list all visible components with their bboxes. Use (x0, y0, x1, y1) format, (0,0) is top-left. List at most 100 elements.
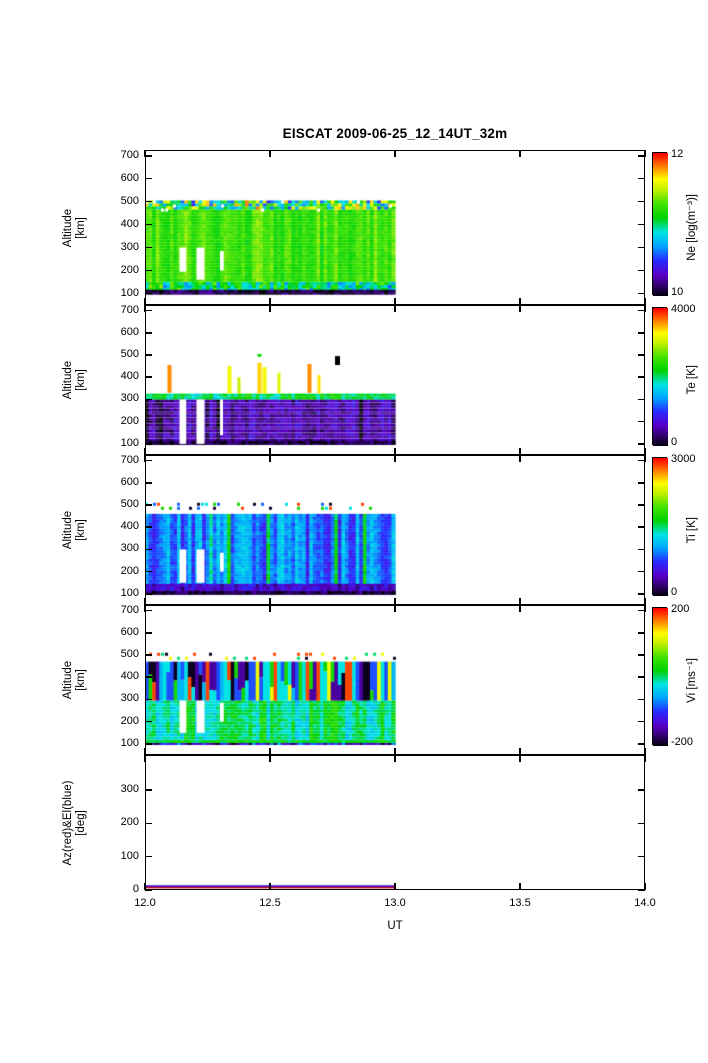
x-tick-bottom (269, 883, 271, 890)
y-tick-label: 400 (120, 520, 139, 533)
colorbar-label: Te [K] (686, 365, 698, 395)
y-tick-label: 100 (120, 286, 139, 299)
ti-colorbar-gradient (653, 458, 668, 596)
x-tick-top (394, 150, 396, 157)
colorbar-label: Vi [ms⁻¹] (686, 657, 698, 703)
colorbar-tick-label-bottom: 0 (671, 436, 678, 448)
x-tick-bottom (269, 298, 271, 305)
x-tick-top (394, 455, 396, 462)
x-tick-bottom (394, 448, 396, 455)
y-tick-right (638, 889, 645, 891)
y-tick-left (145, 889, 152, 891)
ne-colorbar (652, 152, 668, 296)
te-y-axis-label: Altitude [km] (62, 295, 90, 465)
chart-title: EISCAT 2009-06-25_12_14UT_32m (282, 126, 508, 141)
x-tick-top (644, 755, 646, 762)
y-tick-right (638, 676, 645, 679)
y-tick-left (145, 154, 152, 157)
te-colorbar (652, 307, 668, 446)
ne-y-axis-label: Altitude [km] (62, 143, 90, 313)
y-tick-right (638, 504, 645, 506)
y-tick-label: 200 (120, 714, 139, 727)
x-tick-bottom (394, 598, 396, 605)
y-tick-left (145, 526, 152, 529)
y-tick-label: 600 (120, 171, 139, 184)
y-axis-label-line1: Altitude (62, 510, 74, 550)
x-tick-bottom (269, 598, 271, 605)
y-tick-right (638, 398, 645, 401)
y-tick-label: 300 (120, 392, 139, 405)
y-axis-label-line1: Altitude (62, 360, 74, 400)
y-tick-label: 300 (120, 240, 139, 253)
y-tick-label: 100 (120, 849, 139, 862)
x-tick-bottom (644, 598, 646, 605)
y-tick-right (638, 420, 645, 423)
y-tick-left (145, 631, 152, 634)
y-tick-label: 300 (120, 783, 139, 795)
x-tick-bottom (644, 883, 646, 890)
y-tick-left (145, 481, 152, 484)
x-tick-label: 13.5 (509, 897, 531, 909)
y-tick-right (638, 223, 645, 226)
y-tick-left (145, 698, 152, 701)
x-tick-label: 12.0 (134, 897, 156, 909)
y-tick-left (145, 789, 152, 791)
colorbar-tick-label-bottom: 0 (671, 586, 678, 598)
y-tick-left (145, 654, 152, 656)
panel-ti (144, 455, 646, 605)
y-tick-left (145, 548, 152, 551)
colorbar-label: Ti [K] (686, 516, 698, 544)
panel-vi (144, 605, 646, 755)
y-tick-right (638, 822, 645, 825)
y-tick-left (145, 200, 152, 203)
ne-colorbar-label-wrap: Ne [log(m⁻³)] (680, 150, 704, 305)
x-tick-top (519, 305, 521, 312)
x-tick-top (144, 305, 146, 312)
y-tick-label: 700 (120, 148, 139, 161)
y-tick-right (638, 459, 645, 462)
y-tick-right (638, 331, 645, 334)
vi-colorbar (652, 607, 668, 746)
x-tick-top (394, 305, 396, 312)
y-tick-right (638, 154, 645, 157)
ti-colorbar (652, 457, 668, 596)
y-tick-right (638, 570, 645, 573)
y-axis-label-line2: [km] (75, 369, 87, 391)
y-tick-label: 300 (120, 542, 139, 555)
y-tick-left (145, 822, 152, 825)
x-tick-label: 12.5 (259, 897, 281, 909)
y-tick-left (145, 376, 152, 379)
y-tick-label: 500 (120, 194, 139, 207)
y-tick-left (145, 504, 152, 506)
y-tick-right (638, 631, 645, 634)
x-tick-top (269, 150, 271, 157)
te-plot-canvas (145, 305, 645, 455)
x-tick-bottom (644, 298, 646, 305)
y-tick-label: 700 (120, 603, 139, 616)
y-tick-label: 500 (120, 648, 139, 660)
y-tick-label: 500 (120, 498, 139, 510)
ti-colorbar-label-wrap: Ti [K] (680, 455, 704, 605)
azel-plot-canvas (145, 755, 645, 890)
x-tick-top (644, 605, 646, 612)
x-tick-top (269, 455, 271, 462)
y-tick-left (145, 443, 152, 445)
x-tick-label: 14.0 (634, 897, 656, 909)
y-tick-label: 400 (120, 370, 139, 383)
x-tick-bottom (144, 448, 146, 455)
x-axis-label: UT (387, 920, 403, 932)
y-tick-label: 400 (120, 217, 139, 230)
y-tick-label: 500 (120, 348, 139, 360)
colorbar-tick-label-top: 12 (671, 148, 684, 160)
colorbar-label: Ne [log(m⁻³)] (686, 194, 698, 261)
y-axis-label-line1: Az(red)&El(blue) (62, 780, 74, 865)
x-tick-top (644, 305, 646, 312)
y-axis-label-line1: Altitude (62, 208, 74, 247)
y-tick-label: 200 (120, 564, 139, 577)
x-tick-top (144, 455, 146, 462)
y-tick-left (145, 459, 152, 462)
x-tick-top (144, 755, 146, 762)
x-tick-top (394, 755, 396, 762)
ti-plot-canvas (145, 455, 645, 605)
ti-y-axis-label: Altitude [km] (62, 445, 90, 615)
